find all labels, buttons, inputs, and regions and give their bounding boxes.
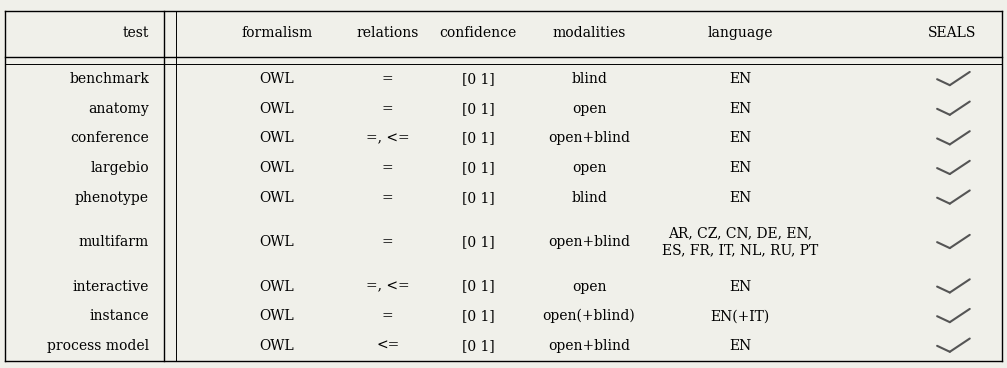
Text: [0 1]: [0 1] — [462, 131, 494, 145]
Text: EN: EN — [729, 131, 751, 145]
Text: =: = — [382, 191, 394, 205]
Text: OWL: OWL — [260, 280, 294, 294]
Text: open: open — [572, 280, 606, 294]
Text: =, <=: =, <= — [366, 280, 410, 294]
Text: blind: blind — [571, 72, 607, 86]
Text: =: = — [382, 235, 394, 249]
Text: OWL: OWL — [260, 161, 294, 175]
Text: OWL: OWL — [260, 235, 294, 249]
Text: OWL: OWL — [260, 102, 294, 116]
Text: OWL: OWL — [260, 72, 294, 86]
Text: OWL: OWL — [260, 309, 294, 323]
Text: blind: blind — [571, 191, 607, 205]
Text: phenotype: phenotype — [76, 191, 149, 205]
Text: instance: instance — [90, 309, 149, 323]
Text: open+blind: open+blind — [548, 339, 630, 353]
Text: =: = — [382, 309, 394, 323]
Text: conference: conference — [70, 131, 149, 145]
Text: [0 1]: [0 1] — [462, 280, 494, 294]
Text: formalism: formalism — [242, 26, 312, 40]
Text: SEALS: SEALS — [927, 26, 976, 40]
Text: open: open — [572, 161, 606, 175]
Text: =: = — [382, 161, 394, 175]
Text: multifarm: multifarm — [79, 235, 149, 249]
Text: OWL: OWL — [260, 191, 294, 205]
Text: EN: EN — [729, 161, 751, 175]
Text: OWL: OWL — [260, 339, 294, 353]
Text: open(+blind): open(+blind) — [543, 309, 635, 323]
Text: EN: EN — [729, 72, 751, 86]
Text: [0 1]: [0 1] — [462, 191, 494, 205]
Text: open+blind: open+blind — [548, 131, 630, 145]
Text: =: = — [382, 102, 394, 116]
Text: OWL: OWL — [260, 131, 294, 145]
Text: language: language — [707, 26, 773, 40]
Text: EN: EN — [729, 280, 751, 294]
Text: interactive: interactive — [73, 280, 149, 294]
Text: [0 1]: [0 1] — [462, 339, 494, 353]
Text: [0 1]: [0 1] — [462, 235, 494, 249]
Text: AR, CZ, CN, DE, EN,
ES, FR, IT, NL, RU, PT: AR, CZ, CN, DE, EN, ES, FR, IT, NL, RU, … — [662, 226, 819, 258]
Text: EN: EN — [729, 339, 751, 353]
Text: open+blind: open+blind — [548, 235, 630, 249]
Text: modalities: modalities — [553, 26, 625, 40]
Text: <=: <= — [376, 339, 400, 353]
Text: [0 1]: [0 1] — [462, 72, 494, 86]
Text: test: test — [123, 26, 149, 40]
Text: [0 1]: [0 1] — [462, 161, 494, 175]
Text: largebio: largebio — [91, 161, 149, 175]
Text: EN: EN — [729, 102, 751, 116]
Text: EN(+IT): EN(+IT) — [711, 309, 769, 323]
Text: process model: process model — [47, 339, 149, 353]
Text: confidence: confidence — [440, 26, 517, 40]
Text: relations: relations — [356, 26, 419, 40]
Text: [0 1]: [0 1] — [462, 309, 494, 323]
Text: EN: EN — [729, 191, 751, 205]
Text: =, <=: =, <= — [366, 131, 410, 145]
Text: =: = — [382, 72, 394, 86]
Text: anatomy: anatomy — [89, 102, 149, 116]
Text: open: open — [572, 102, 606, 116]
Text: benchmark: benchmark — [69, 72, 149, 86]
Text: [0 1]: [0 1] — [462, 102, 494, 116]
